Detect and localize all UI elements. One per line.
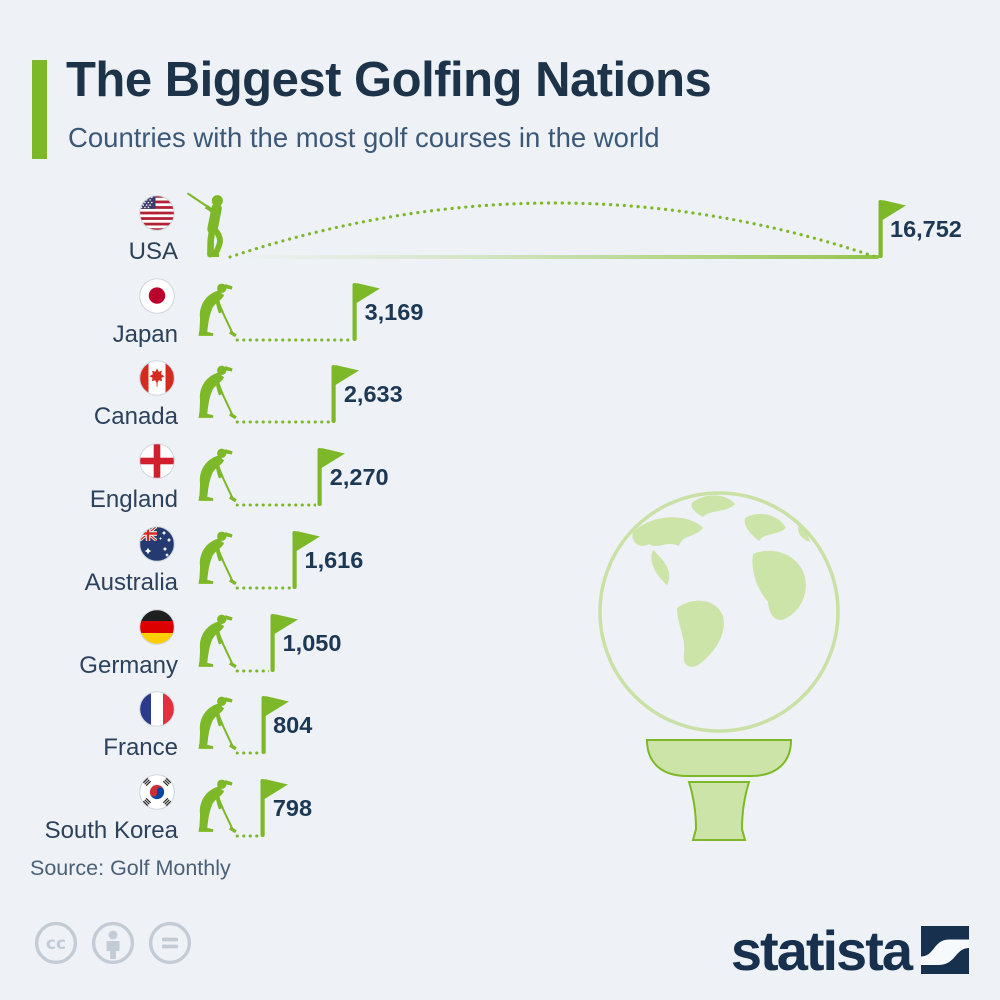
value-label: 3,169 — [364, 298, 424, 325]
putting-golfer-icon — [190, 774, 238, 838]
flag-au-icon — [139, 525, 175, 562]
value-label: 2,270 — [329, 464, 389, 491]
country-label: France — [103, 734, 178, 762]
putting-golfer-icon — [190, 691, 238, 755]
golf-flag-marker-icon — [269, 613, 299, 673]
trajectory-arc — [228, 201, 878, 259]
statista-mark-icon — [921, 926, 969, 974]
flag-de-icon — [139, 608, 175, 645]
chart-row: Australia 1,616 — [0, 521, 1000, 604]
baseline-gradient-line — [231, 255, 879, 259]
value-label: 16,752 — [890, 216, 962, 242]
dotted-connector — [234, 337, 351, 342]
country-label: Australia — [84, 568, 178, 596]
license-icons: cc — [33, 920, 193, 966]
no-derivatives-icon — [148, 921, 192, 965]
dotted-connector — [234, 420, 330, 425]
value-label: 2,633 — [343, 381, 403, 408]
putting-golfer-icon — [190, 526, 238, 590]
country-label: South Korea — [44, 816, 178, 844]
country-label: Japan — [112, 320, 178, 348]
dotted-connector — [234, 668, 269, 673]
golf-flag-marker-icon — [259, 778, 289, 838]
putting-golfer-icon — [190, 609, 238, 673]
attribution-icon — [91, 921, 135, 965]
chart-row: Canada 2,633 — [0, 355, 1000, 438]
golf-flag-marker-icon — [330, 364, 360, 424]
dotted-connector — [234, 585, 291, 590]
value-label: 804 — [273, 712, 313, 739]
creative-commons-icon: cc — [34, 921, 78, 965]
chart-row: Germany 1,050 — [0, 604, 1000, 687]
flag-fr-icon — [139, 691, 175, 727]
golf-flag-marker-icon — [877, 199, 907, 259]
swinging-golfer-icon — [184, 191, 234, 259]
value-label: 1,050 — [282, 629, 342, 656]
golf-flag-marker-icon — [316, 447, 346, 507]
value-label: 1,616 — [304, 546, 364, 573]
country-label: England — [89, 486, 178, 514]
golf-flag-marker-icon — [351, 282, 381, 342]
flag-kr-icon — [139, 774, 175, 810]
dotted-connector — [234, 833, 259, 838]
page-subtitle: Countries with the most golf courses in … — [68, 122, 660, 153]
putting-golfer-icon — [190, 360, 238, 424]
chart-row: USA 16,752 — [0, 190, 1000, 273]
putting-golfer-icon — [190, 278, 238, 342]
source-note: Source: Golf Monthly — [30, 856, 231, 880]
flag-ca-icon — [139, 360, 175, 397]
country-label: USA — [128, 238, 178, 265]
value-label: 798 — [272, 794, 313, 821]
chart-row: France 804 — [0, 686, 1000, 769]
golf-flag-marker-icon — [260, 695, 290, 755]
dotted-connector — [234, 751, 260, 756]
putting-golfer-icon — [190, 443, 238, 507]
flag-us-icon — [139, 195, 175, 231]
title-accent-bar — [32, 60, 47, 159]
statista-wordmark: statista — [730, 919, 913, 983]
country-label: Germany — [79, 651, 178, 679]
chart-row: South Korea 798 — [0, 769, 1000, 852]
dotted-connector — [234, 503, 316, 508]
statista-logo: statista — [730, 919, 969, 983]
svg-text:cc: cc — [46, 934, 66, 954]
chart-row: Japan 3,169 — [0, 273, 1000, 356]
chart-row: England 2,270 — [0, 438, 1000, 521]
flag-jp-icon — [139, 277, 175, 314]
flag-england-icon — [139, 443, 175, 479]
world-globe-on-tee-icon — [593, 488, 853, 858]
golf-flag-marker-icon — [291, 530, 321, 590]
country-label: Canada — [93, 403, 178, 431]
page-title: The Biggest Golfing Nations — [66, 53, 712, 107]
